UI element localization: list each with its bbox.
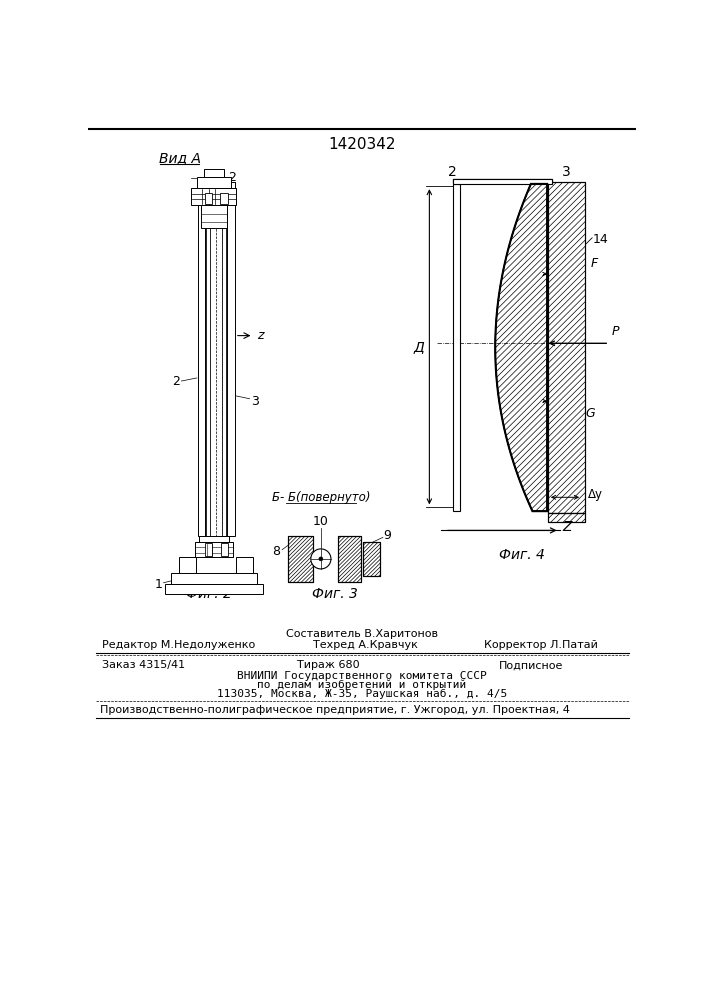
Bar (201, 205, 227, 228)
Circle shape (319, 557, 323, 561)
Text: 2: 2 (228, 171, 235, 184)
Text: 14: 14 (593, 233, 609, 246)
Text: 3: 3 (251, 395, 259, 408)
Text: Производственно-полиграфическое предприятие, г. Ужгород, ул. Проектная, 4: Производственно-полиграфическое предприя… (100, 705, 570, 715)
Text: 10: 10 (313, 515, 329, 528)
Text: P: P (612, 325, 619, 338)
Bar (227, 182, 235, 536)
Polygon shape (288, 536, 313, 582)
Text: 1: 1 (154, 578, 162, 591)
Text: Подписное: Подписное (499, 660, 563, 670)
Polygon shape (548, 513, 585, 522)
Bar (453, 179, 552, 184)
Text: Фиг. 3: Фиг. 3 (312, 587, 358, 601)
Bar (204, 544, 211, 556)
Text: 1420342: 1420342 (328, 137, 396, 152)
Bar (453, 184, 460, 511)
Text: z: z (257, 329, 263, 342)
Bar (220, 193, 228, 204)
Text: 2: 2 (448, 165, 457, 179)
Text: Корректор Л.Патай: Корректор Л.Патай (484, 640, 597, 650)
Text: 2: 2 (172, 375, 180, 388)
Bar (198, 182, 206, 536)
Bar (204, 193, 212, 204)
Bar (204, 169, 224, 177)
Text: 8: 8 (273, 545, 281, 558)
Text: Редактор М.Недолуженко: Редактор М.Недолуженко (103, 640, 255, 650)
Bar (179, 557, 196, 573)
Polygon shape (495, 184, 547, 511)
Text: Δу: Δу (588, 488, 602, 501)
Bar (199, 536, 228, 542)
Text: Фиг. 2: Фиг. 2 (185, 587, 231, 601)
Bar (165, 584, 263, 594)
Bar (223, 182, 226, 536)
Text: Фиг. 4: Фиг. 4 (499, 548, 545, 562)
Text: G: G (585, 407, 595, 420)
Bar (192, 188, 236, 205)
Text: Заказ 4315/41: Заказ 4315/41 (103, 660, 185, 670)
Text: Составитель В.Харитонов: Составитель В.Харитонов (286, 629, 438, 639)
Bar (206, 182, 210, 536)
Text: Техред А.Кравчук: Техред А.Кравчук (313, 640, 418, 650)
Circle shape (311, 549, 331, 569)
Text: по делам изобретений и открытий: по делам изобретений и открытий (257, 680, 467, 690)
Bar (221, 544, 228, 556)
Polygon shape (452, 179, 552, 183)
Polygon shape (363, 542, 380, 576)
Text: Д: Д (413, 341, 424, 355)
Bar (194, 542, 233, 557)
Text: 113035, Москва, Ж-35, Раушская наб., д. 4/5: 113035, Москва, Ж-35, Раушская наб., д. … (217, 689, 507, 699)
Text: ВНИИПИ Государственного комитета СССР: ВНИИПИ Государственного комитета СССР (237, 671, 487, 681)
Text: 3: 3 (562, 165, 571, 179)
Bar (236, 557, 253, 573)
Bar (171, 573, 257, 584)
Text: Вид А: Вид А (159, 151, 201, 165)
Text: Z: Z (562, 520, 571, 534)
Text: F: F (590, 257, 598, 270)
Text: 9: 9 (384, 529, 392, 542)
Text: Тираж 680: Тираж 680 (298, 660, 360, 670)
Polygon shape (338, 536, 361, 582)
Polygon shape (548, 182, 585, 513)
Text: Б- Б(повернуто): Б- Б(повернуто) (271, 491, 370, 504)
Bar (197, 177, 231, 188)
